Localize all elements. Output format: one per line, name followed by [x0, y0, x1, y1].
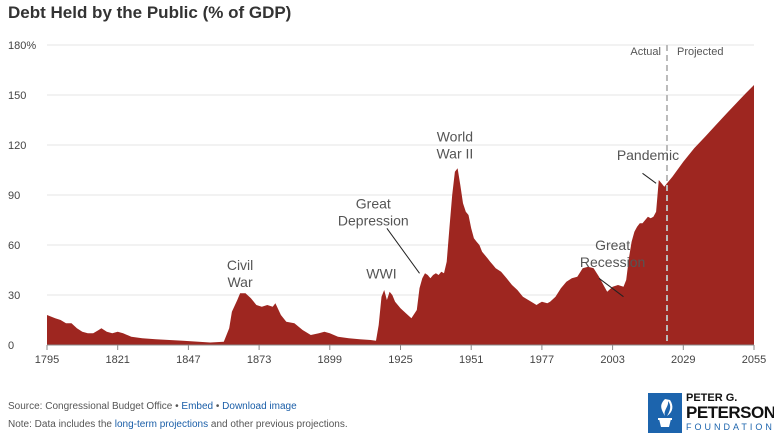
- x-tick-label: 1977: [530, 354, 554, 366]
- x-tick-label: 1795: [35, 354, 59, 366]
- x-tick-label: 2055: [742, 354, 766, 366]
- annotation-label: WWI: [366, 265, 396, 281]
- note-prefix: Note: Data includes the: [8, 419, 112, 430]
- projected-label: Projected: [677, 46, 723, 58]
- annotation-label: Depression: [338, 212, 409, 228]
- annotation-label: Great: [595, 237, 630, 253]
- note-line: Note: Data includes the long-term projec…: [8, 419, 348, 430]
- y-tick-label: 180%: [8, 40, 36, 52]
- annotation-label: Civil: [227, 257, 253, 273]
- x-tick-label: 2003: [600, 354, 624, 366]
- y-tick-label: 150: [8, 90, 26, 102]
- debt-area: [47, 85, 754, 345]
- logo-line1: PETER G.: [686, 392, 738, 404]
- y-tick-label: 90: [8, 190, 20, 202]
- y-tick-label: 30: [8, 290, 20, 302]
- download-image-link[interactable]: Download image: [222, 401, 297, 412]
- debt-chart: 0 30 60 90 120 150 180% 1795 1821 1847 1873 1899 192…: [8, 40, 766, 366]
- x-tick-label: 1847: [176, 354, 200, 366]
- torch-icon: [648, 393, 682, 433]
- logo-line3: FOUNDATION: [686, 422, 774, 432]
- x-tick-label: 1873: [247, 354, 271, 366]
- x-tick-label: 1951: [459, 354, 483, 366]
- annotation-label: World: [437, 129, 473, 145]
- x-tick-label: 1899: [318, 354, 342, 366]
- embed-link[interactable]: Embed: [181, 401, 214, 412]
- chart-title: Debt Held by the Public (% of GDP): [8, 3, 292, 22]
- x-tick-label: 1821: [105, 354, 129, 366]
- annotation-label: War: [227, 274, 252, 290]
- note-suffix: and other previous projections.: [210, 419, 348, 430]
- y-tick-label: 60: [8, 240, 20, 252]
- y-tick-label: 120: [8, 140, 26, 152]
- x-tick-label: 1925: [388, 354, 412, 366]
- annotation-leader: [386, 228, 420, 274]
- source-line: Source: Congressional Budget Office • Em…: [8, 401, 297, 412]
- x-tick-label: 2029: [671, 354, 695, 366]
- annotation-leader: [598, 277, 624, 298]
- y-tick-label: 0: [8, 340, 14, 352]
- annotation-label: Recession: [580, 254, 645, 270]
- long-term-projections-link[interactable]: long-term projections: [114, 419, 209, 430]
- peterson-foundation-logo[interactable]: PETER G. PETERSON FOUNDATION: [648, 392, 774, 433]
- source-text: Source: Congressional Budget Office: [8, 401, 173, 412]
- annotation-label: Pandemic: [617, 147, 679, 163]
- annotation-label: War II: [436, 146, 473, 162]
- logo-line2: PETERSON: [686, 403, 774, 422]
- actual-label: Actual: [630, 46, 661, 58]
- annotation-label: Great: [356, 195, 391, 211]
- annotation-leader: [642, 172, 657, 184]
